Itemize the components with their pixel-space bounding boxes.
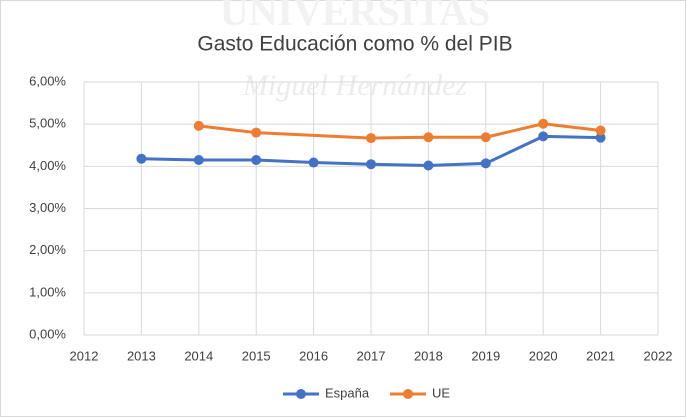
data-point	[538, 118, 549, 129]
x-tick-label: 2014	[184, 348, 213, 363]
data-point	[423, 132, 434, 143]
chart-title: Gasto Educación como % del PIB	[197, 33, 512, 56]
y-tick-label: 5,00%	[29, 116, 66, 131]
y-tick-label: 2,00%	[29, 242, 66, 257]
data-point	[366, 159, 376, 170]
watermark: UNIVERSITAS	[220, 0, 490, 34]
data-point	[423, 160, 434, 171]
data-point	[538, 131, 549, 142]
data-point	[480, 158, 491, 169]
watermark: Miguel Hernández	[242, 69, 467, 102]
x-tick-label: 2022	[644, 348, 673, 363]
x-tick-label: 2020	[529, 348, 558, 363]
x-tick-label: 2019	[471, 348, 500, 363]
data-point	[136, 153, 147, 164]
x-tick-label: 2017	[357, 348, 386, 363]
x-tick-label: 2021	[586, 348, 615, 363]
data-point	[308, 157, 319, 168]
data-point	[480, 132, 491, 143]
data-point	[251, 127, 262, 138]
data-point	[366, 133, 376, 144]
x-tick-label: 2018	[414, 348, 443, 363]
y-tick-label: 4,00%	[29, 158, 66, 173]
x-tick-label: 2015	[242, 348, 271, 363]
y-tick-label: 6,00%	[29, 73, 66, 88]
legend-label: UE	[432, 385, 450, 400]
x-tick-label: 2013	[127, 348, 156, 363]
data-point	[595, 125, 606, 136]
data-point	[595, 132, 606, 143]
legend-label: España	[325, 385, 370, 400]
legend-marker	[296, 389, 306, 399]
y-tick-label: 1,00%	[29, 284, 66, 299]
y-tick-label: 3,00%	[29, 200, 66, 215]
data-point	[251, 155, 262, 166]
legend-marker	[403, 389, 413, 399]
data-point	[193, 155, 204, 166]
x-tick-label: 2016	[299, 348, 328, 363]
x-tick-label: 2012	[70, 348, 99, 363]
y-tick-label: 0,00%	[29, 326, 66, 341]
data-point	[193, 120, 204, 131]
